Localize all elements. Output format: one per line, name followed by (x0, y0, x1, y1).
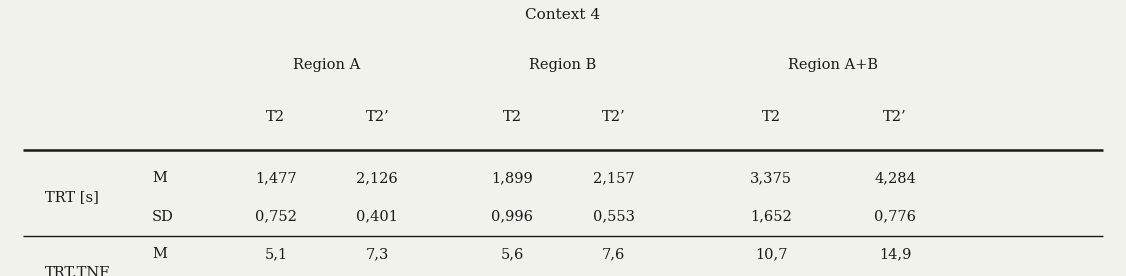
Text: Context 4: Context 4 (526, 8, 600, 22)
Text: Region A+B: Region A+B (788, 58, 878, 72)
Text: T2’: T2’ (884, 110, 906, 124)
Text: T2: T2 (267, 110, 285, 124)
Text: 14,9: 14,9 (879, 247, 911, 261)
Text: 5,1: 5,1 (265, 247, 287, 261)
Text: 1,899: 1,899 (491, 171, 534, 185)
Text: 0,752: 0,752 (254, 210, 297, 224)
Text: 3,375: 3,375 (750, 171, 793, 185)
Text: 4,284: 4,284 (874, 171, 917, 185)
Text: SD: SD (152, 210, 173, 224)
Text: M: M (152, 247, 167, 261)
Text: 7,6: 7,6 (602, 247, 625, 261)
Text: 0,996: 0,996 (491, 210, 534, 224)
Text: T2: T2 (762, 110, 780, 124)
Text: T2: T2 (503, 110, 521, 124)
Text: T2’: T2’ (366, 110, 388, 124)
Text: 2,157: 2,157 (593, 171, 634, 185)
Text: 0,553: 0,553 (592, 210, 635, 224)
Text: 1,477: 1,477 (256, 171, 296, 185)
Text: T2’: T2’ (602, 110, 625, 124)
Text: M: M (152, 171, 167, 185)
Text: TRT.TNF: TRT.TNF (45, 266, 110, 276)
Text: 1,652: 1,652 (750, 210, 793, 224)
Text: 0,776: 0,776 (874, 210, 917, 224)
Text: 5,6: 5,6 (501, 247, 524, 261)
Text: 0,401: 0,401 (356, 210, 399, 224)
Text: Region B: Region B (529, 58, 597, 72)
Text: 2,126: 2,126 (356, 171, 399, 185)
Text: 10,7: 10,7 (756, 247, 787, 261)
Text: Region A: Region A (293, 58, 360, 72)
Text: TRT [s]: TRT [s] (45, 190, 99, 204)
Text: 7,3: 7,3 (366, 247, 388, 261)
